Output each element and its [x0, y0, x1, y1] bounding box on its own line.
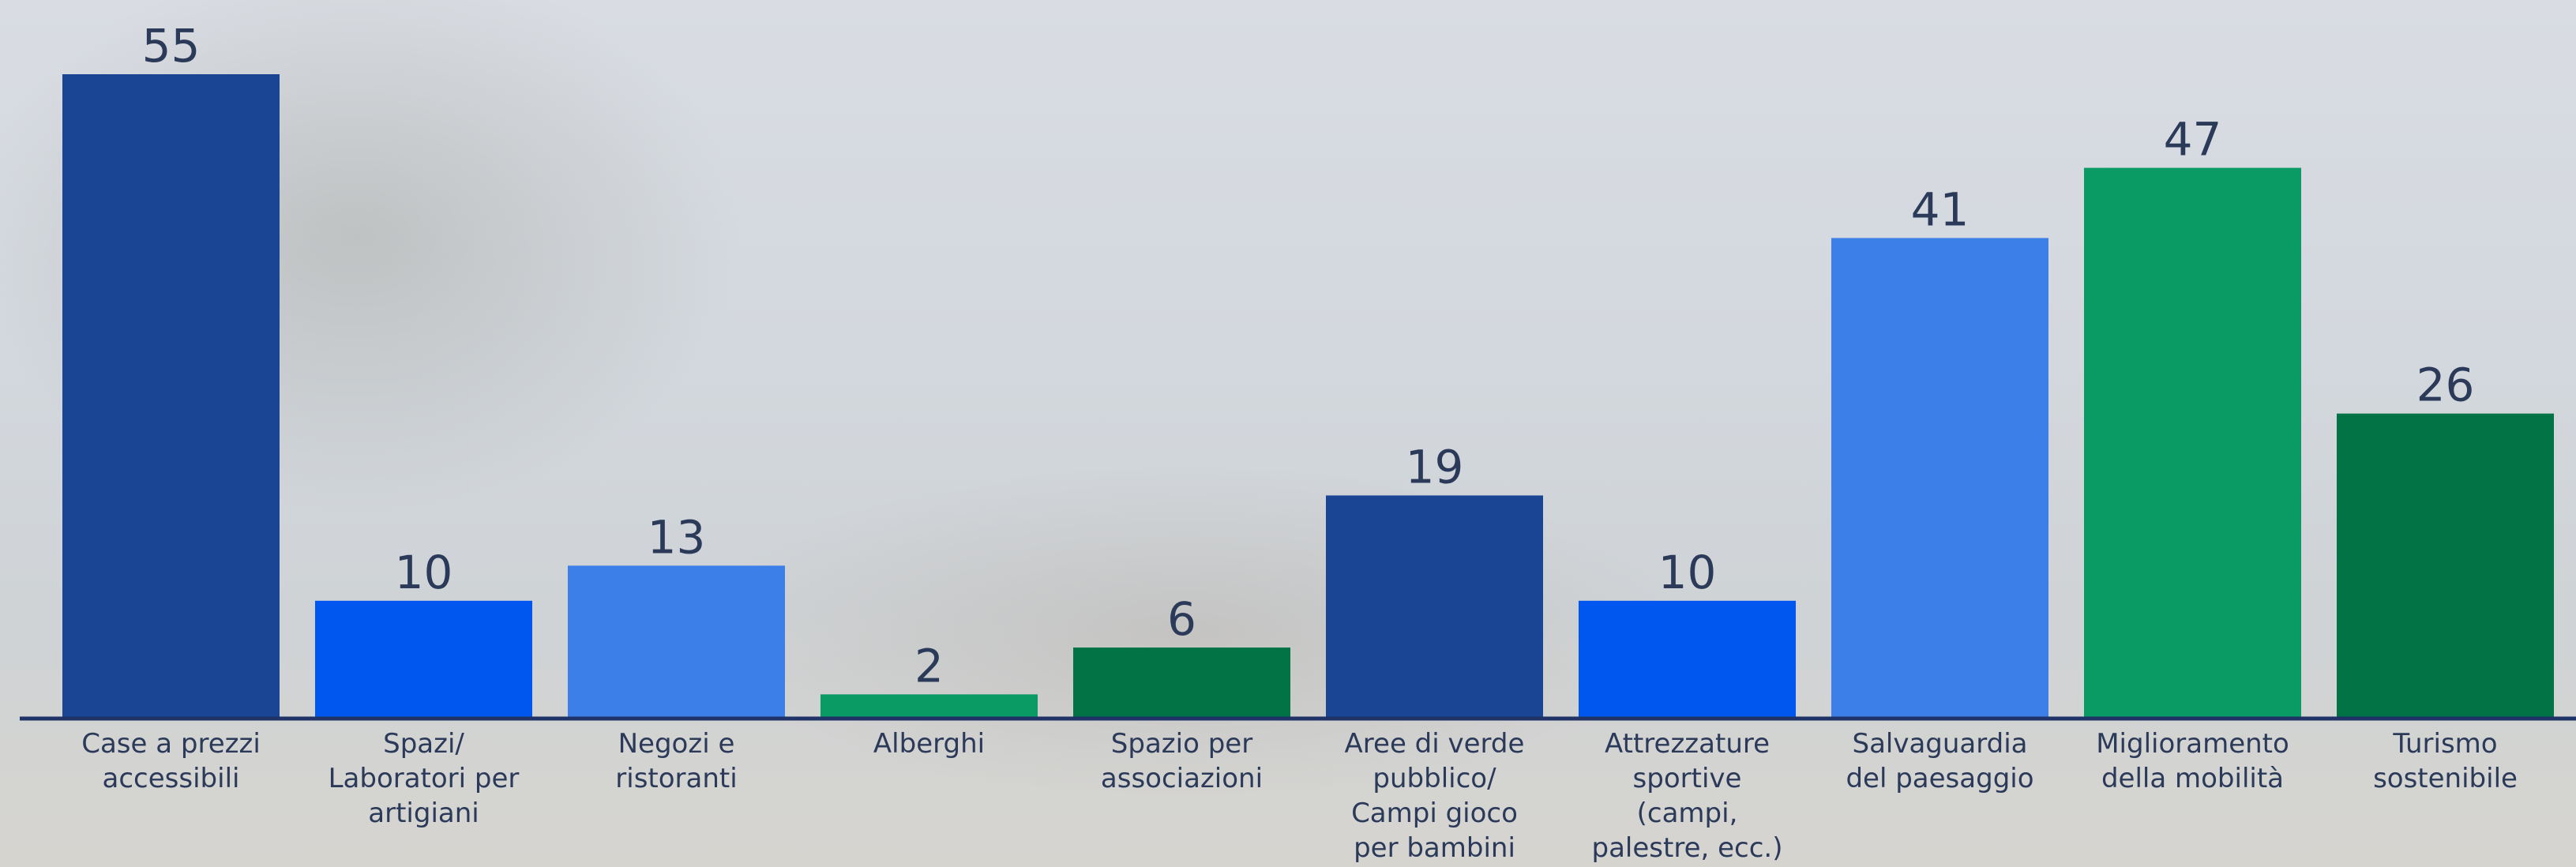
bar	[1579, 601, 1796, 718]
bar	[2337, 414, 2554, 718]
x-tick-label: Case a prezzi accessibili	[45, 726, 298, 796]
value-label: 10	[395, 546, 453, 599]
value-label: 10	[1658, 546, 1717, 599]
value-label: 19	[1406, 440, 1464, 494]
x-tick-label: Aree di verde pubblico/ Campi gioco per …	[1309, 726, 1561, 865]
value-label: 13	[648, 510, 706, 564]
page: 551013261910414726 Case a prezzi accessi…	[0, 0, 2576, 867]
value-label: 26	[2416, 358, 2475, 412]
value-label: 55	[142, 19, 201, 73]
x-tick-label: Turismo sostenibile	[2319, 726, 2572, 796]
bar	[2084, 168, 2301, 718]
x-tick-label: Negozi e ristoranti	[550, 726, 803, 796]
value-label: 6	[1167, 592, 1196, 646]
x-tick-label: Salvaguardia del paesaggio	[1814, 726, 2067, 796]
x-tick-label: Spazio per associazioni	[1056, 726, 1309, 796]
x-tick-label: Alberghi	[803, 726, 1056, 761]
value-label: 47	[2164, 113, 2222, 167]
bar	[1073, 647, 1290, 718]
x-tick-label: Miglioramento della mobilità	[2067, 726, 2319, 796]
bar	[820, 694, 1038, 718]
bar	[1831, 238, 2048, 718]
bar	[315, 601, 532, 718]
bar	[62, 74, 280, 718]
value-label: 2	[914, 639, 944, 692]
x-tick-label: Spazi/ Laboratori per artigiani	[298, 726, 550, 831]
x-tick-label: Attrezzature sportive (campi, palestre, …	[1561, 726, 1814, 865]
bar	[1326, 495, 1543, 718]
value-label: 41	[1911, 182, 1970, 236]
bar	[568, 565, 785, 718]
